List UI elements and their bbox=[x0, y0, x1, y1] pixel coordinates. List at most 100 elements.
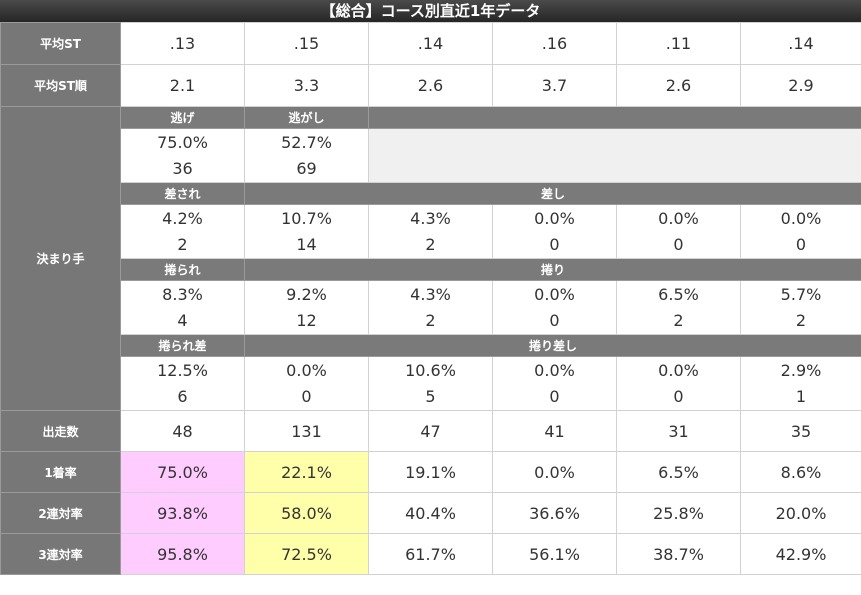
cell-highlight-second: 58.0% bbox=[244, 492, 369, 534]
kimarite-makurizashi-header-row: 捲られ差 捲り差し bbox=[1, 334, 861, 357]
sashi-cell: 4.2% 2 bbox=[120, 204, 245, 259]
pct: 12.5% bbox=[157, 360, 208, 380]
cell: 35 bbox=[740, 410, 861, 452]
makuri-cell: 9.2% 12 bbox=[244, 280, 369, 335]
trio-rate-row: 3連対率 95.8% 72.5% 61.7% 56.1% 38.7% 42.9% bbox=[0, 533, 861, 575]
pct: 4.2% bbox=[162, 208, 203, 228]
cell: 40.4% bbox=[368, 492, 493, 534]
cell: .14 bbox=[368, 22, 493, 65]
cell: .11 bbox=[616, 22, 741, 65]
cell: 20.0% bbox=[740, 492, 861, 534]
count: 0 bbox=[549, 310, 560, 330]
pct: 0.0% bbox=[534, 208, 575, 228]
pct: 2.9% bbox=[780, 360, 822, 380]
sashi-cell: 0.0% 0 bbox=[616, 204, 741, 259]
makurizashi-cell: 2.9% 1 bbox=[740, 356, 861, 411]
pct: 6.5% bbox=[658, 284, 699, 304]
makurizashi-cell: 0.0% 0 bbox=[492, 356, 617, 411]
count: 0 bbox=[549, 386, 560, 406]
pct: 0.0% bbox=[658, 208, 699, 228]
blank-header bbox=[368, 106, 861, 129]
cell-highlight-second: 22.1% bbox=[244, 451, 369, 493]
kimarite-makurizashi-values-row: 12.5% 6 0.0% 0 10.6% 5 0.0% 0 0.0% 0 2.9% 1 bbox=[1, 356, 861, 411]
pct: 4.3% bbox=[410, 208, 451, 228]
makuri-cell: 4.3% 2 bbox=[368, 280, 493, 335]
cell: 61.7% bbox=[368, 533, 493, 575]
cell: 19.1% bbox=[368, 451, 493, 493]
count: 2 bbox=[795, 310, 807, 330]
count: 1 bbox=[795, 386, 807, 406]
count: 0 bbox=[795, 234, 807, 254]
cell: 47 bbox=[368, 410, 493, 452]
row-label: 3連対率 bbox=[0, 533, 121, 575]
makuri-cell: 0.0% 0 bbox=[492, 280, 617, 335]
cell: .13 bbox=[120, 22, 245, 65]
makurarezashi-header: 捲られ差 bbox=[120, 334, 245, 357]
table-title: 【総合】コース別直近1年データ bbox=[0, 0, 861, 22]
makuri-cell: 6.5% 2 bbox=[616, 280, 741, 335]
count: 14 bbox=[296, 234, 317, 254]
cell: 3.7 bbox=[492, 64, 617, 107]
cell: 56.1% bbox=[492, 533, 617, 575]
cell: 41 bbox=[492, 410, 617, 452]
pct: 5.7% bbox=[780, 284, 822, 304]
count: 0 bbox=[673, 234, 684, 254]
pct: 52.7% bbox=[281, 132, 332, 152]
cell: 42.9% bbox=[740, 533, 861, 575]
row-label: 平均ST順 bbox=[0, 64, 121, 107]
count: 2 bbox=[673, 310, 684, 330]
makurizashi-cell: 10.6% 5 bbox=[368, 356, 493, 411]
win-rate-row: 1着率 75.0% 22.1% 19.1% 0.0% 6.5% 8.6% bbox=[0, 451, 861, 493]
pct: 75.0% bbox=[157, 132, 208, 152]
count: 2 bbox=[425, 310, 436, 330]
cell: 31 bbox=[616, 410, 741, 452]
kimarite-nige-values-row: 75.0% 36 52.7% 69 bbox=[1, 128, 861, 183]
cell-highlight-first: 95.8% bbox=[120, 533, 245, 575]
cell: 6.5% bbox=[616, 451, 741, 493]
avg-st-row: 平均ST .13 .15 .14 .16 .11 .14 bbox=[0, 22, 861, 65]
count: 0 bbox=[301, 386, 312, 406]
pct: 8.3% bbox=[162, 284, 203, 304]
pct: 4.3% bbox=[410, 284, 451, 304]
cell-highlight-first: 75.0% bbox=[120, 451, 245, 493]
quinella-rate-row: 2連対率 93.8% 58.0% 40.4% 36.6% 25.8% 20.0% bbox=[0, 492, 861, 534]
sashi-cell: 4.3% 2 bbox=[368, 204, 493, 259]
count: 4 bbox=[177, 310, 188, 330]
blank-area bbox=[368, 128, 861, 183]
row-label: 2連対率 bbox=[0, 492, 121, 534]
cell: 25.8% bbox=[616, 492, 741, 534]
makurizashi-header: 捲り差し bbox=[244, 334, 861, 357]
nige-header: 逃げ bbox=[120, 106, 245, 129]
count: 36 bbox=[172, 158, 193, 178]
sashi-header: 差し bbox=[244, 182, 861, 205]
cell: .15 bbox=[244, 22, 369, 65]
makuri-header: 捲り bbox=[244, 258, 861, 281]
pct: 9.2% bbox=[286, 284, 327, 304]
kimarite-makuri-values-row: 8.3% 4 9.2% 12 4.3% 2 0.0% 0 6.5% 2 5.7% 2 bbox=[1, 280, 861, 335]
pct: 0.0% bbox=[534, 284, 575, 304]
count: 0 bbox=[673, 386, 684, 406]
cell: .16 bbox=[492, 22, 617, 65]
makurizashi-cell: 0.0% 0 bbox=[616, 356, 741, 411]
count: 5 bbox=[425, 386, 436, 406]
course-stats-table: 平均ST .13 .15 .14 .16 .11 .14 平均ST順 2.1 3… bbox=[0, 22, 861, 575]
cell: 48 bbox=[120, 410, 245, 452]
row-label: 1着率 bbox=[0, 451, 121, 493]
cell: 131 bbox=[244, 410, 369, 452]
nigashi-cell: 52.7% 69 bbox=[244, 128, 369, 183]
cell: 8.6% bbox=[740, 451, 861, 493]
makurizashi-cell: 0.0% 0 bbox=[244, 356, 369, 411]
avg-st-rank-row: 平均ST順 2.1 3.3 2.6 3.7 2.6 2.9 bbox=[0, 64, 861, 107]
cell: 2.9 bbox=[740, 64, 861, 107]
cell: 0.0% bbox=[492, 451, 617, 493]
nigashi-header: 逃がし bbox=[244, 106, 369, 129]
sashi-cell: 0.0% 0 bbox=[492, 204, 617, 259]
makuri-cell: 5.7% 2 bbox=[740, 280, 861, 335]
cell: 2.6 bbox=[616, 64, 741, 107]
cell: 38.7% bbox=[616, 533, 741, 575]
pct: 10.7% bbox=[281, 208, 332, 228]
row-label-kimarite: 決まり手 bbox=[0, 106, 121, 411]
cell: .14 bbox=[740, 22, 861, 65]
pct: 10.6% bbox=[405, 360, 456, 380]
cell: 2.1 bbox=[120, 64, 245, 107]
